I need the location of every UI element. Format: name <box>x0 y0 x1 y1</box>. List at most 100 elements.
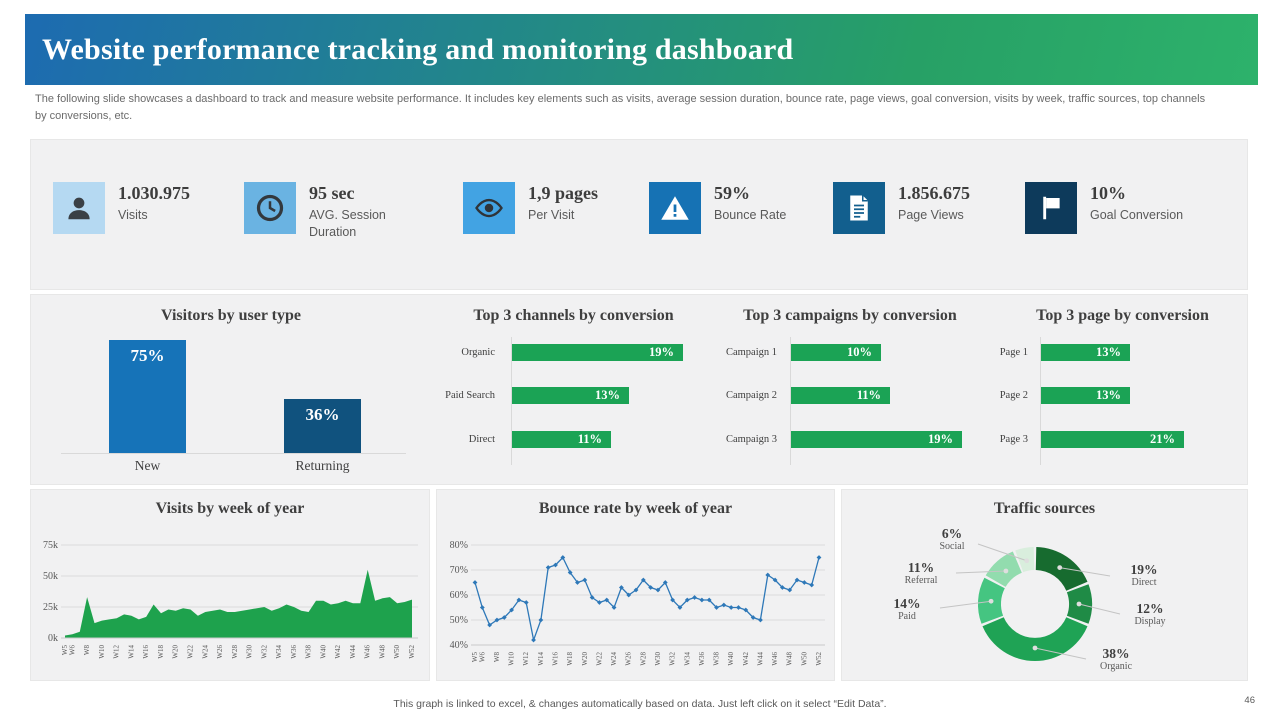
x-tick-label: W22 <box>595 652 603 666</box>
column-bar-new[interactable]: 75% <box>109 340 186 453</box>
kpi-item-visits[interactable]: 1.030.975 Visits <box>53 182 190 234</box>
x-tick-label: W34 <box>683 652 691 666</box>
chart-title: Top 3 page by conversion <box>1036 307 1209 324</box>
x-tick-label: W18 <box>566 652 574 666</box>
kpi-text: 10% Goal Conversion <box>1090 182 1183 234</box>
bar-row: Page 1 13% <box>996 344 1249 361</box>
kpi-item-page-views[interactable]: 1.856.675 Page Views <box>833 182 970 234</box>
top-channels-chart[interactable]: Top 3 channels by conversion Organic 19% P… <box>431 295 716 486</box>
donut-slice-referral[interactable] <box>985 551 1022 587</box>
page-title: Website performance tracking and monitor… <box>42 32 794 66</box>
hbar-direct[interactable]: 11% <box>512 431 611 448</box>
x-tick-label: W10 <box>508 652 516 666</box>
x-tick-label: W48 <box>378 645 386 659</box>
category-label: Campaign 1 <box>725 347 777 358</box>
slice-value: 14% <box>893 596 921 611</box>
diamond-marker <box>728 605 734 610</box>
category-label: Page 2 <box>999 390 1028 401</box>
x-tick-label: W32 <box>260 645 268 659</box>
kpi-text: 1,9 pages Per Visit <box>528 182 598 234</box>
top-campaigns-chart[interactable]: Top 3 campaigns by conversion Campaign 1… <box>711 295 989 486</box>
diamond-marker <box>750 615 756 620</box>
top-pages-chart[interactable]: Top 3 page by conversion Page 1 13% Page 2… <box>996 295 1249 486</box>
diamond-marker <box>472 580 478 585</box>
kpi-item-per-visit[interactable]: 1,9 pages Per Visit <box>463 182 598 234</box>
diamond-marker <box>567 570 573 575</box>
bounce-line-plot: 40% 50% 60% 70% 80% W5 W6 W8 W10 W12 W14 W16 W18 W20 W… <box>450 540 825 666</box>
kpi-label: Visits <box>118 208 148 222</box>
x-tick-label: W20 <box>172 645 180 659</box>
x-tick-label: W46 <box>364 645 372 659</box>
hbar-paid-search[interactable]: 13% <box>512 387 629 404</box>
bounce-line-series[interactable] <box>474 556 820 643</box>
diamond-marker <box>670 597 676 603</box>
callout-dot <box>988 598 994 604</box>
user-icon <box>53 182 105 234</box>
x-tick-label: W12 <box>522 652 530 666</box>
axis-baseline <box>61 453 406 454</box>
document-icon <box>833 182 885 234</box>
diamond-marker <box>758 617 763 623</box>
flag-icon <box>1025 182 1077 234</box>
kpi-summary-panel: 1.030.975 Visits 95 sec AVG. Session Durati… <box>30 139 1248 290</box>
chart-title: Top 3 campaigns by conversion <box>743 307 957 324</box>
visitors-by-user-type-chart[interactable]: Visitors by user type 75% New 36% Returning <box>31 295 431 486</box>
slice-value: 12% <box>1136 601 1164 616</box>
kpi-text: 59% Bounce Rate <box>714 182 786 234</box>
hbar-campaign-1[interactable]: 10% <box>791 344 881 361</box>
hbar-page-3[interactable]: 21% <box>1041 431 1184 448</box>
chart-title: Bounce rate by week of year <box>538 500 733 517</box>
kpi-value: 1,9 pages <box>528 183 599 203</box>
visits-area-series[interactable] <box>65 569 412 638</box>
donut-callout-display: 12% Display <box>1102 601 1198 628</box>
bounce-rate-by-week-chart[interactable]: Bounce rate by week of year 40% 50% 60% 70%… <box>436 489 835 681</box>
diamond-marker <box>597 600 602 605</box>
diamond-marker <box>501 615 507 620</box>
axis-line <box>790 337 791 465</box>
y-tick-label: 50% <box>450 615 468 626</box>
x-tick-label: W38 <box>305 645 313 659</box>
column-bar-returning[interactable]: 36% <box>284 399 361 453</box>
hbar-campaign-3[interactable]: 19% <box>791 431 962 448</box>
kpi-item-goal-conversion[interactable]: 10% Goal Conversion <box>1025 182 1183 234</box>
hbar-organic[interactable]: 19% <box>512 344 683 361</box>
x-tick-label: W20 <box>581 652 589 666</box>
diamond-marker <box>692 595 697 600</box>
slice-value: 38% <box>1102 646 1130 661</box>
callout-dot <box>1032 645 1038 651</box>
category-label: New <box>134 458 161 473</box>
x-tick-label: W8 <box>493 652 501 663</box>
kpi-item-avg-session-duration[interactable]: 95 sec AVG. Session Duration <box>244 182 421 241</box>
callout-line <box>939 600 992 609</box>
x-tick-label: W28 <box>639 652 647 666</box>
x-tick-label: W28 <box>231 645 239 659</box>
slice-label: Direct <box>1131 577 1157 589</box>
kpi-item-bounce-rate[interactable]: 59% Bounce Rate <box>649 182 786 234</box>
traffic-sources-chart[interactable]: Traffic sources 19% Direct 12% Display 38% Or… <box>841 489 1248 681</box>
hbar-campaign-2[interactable]: 11% <box>791 387 890 404</box>
slice-value: 19% <box>1130 562 1158 577</box>
hbar-page-1[interactable]: 13% <box>1041 344 1130 361</box>
x-tick-label: W46 <box>771 652 779 666</box>
x-tick-label: W34 <box>275 645 283 659</box>
chart-title: Visitors by user type <box>161 307 301 324</box>
callout-line <box>1059 567 1111 577</box>
diamond-marker <box>582 577 588 583</box>
diamond-marker <box>721 602 727 608</box>
x-tick-label: W5 <box>471 652 479 663</box>
category-label: Paid Search <box>445 390 495 401</box>
diamond-marker <box>794 577 800 583</box>
diamond-marker <box>765 572 771 578</box>
x-tick-label: W18 <box>157 645 165 659</box>
slice-label: Referral <box>904 575 938 587</box>
hbar-page-2[interactable]: 13% <box>1041 387 1130 404</box>
x-tick-label: W6 <box>68 645 76 656</box>
visits-by-week-chart[interactable]: Visits by week of year 0k 25k 50k 75k W5 W6 W8… <box>30 489 430 681</box>
diamond-marker <box>640 577 646 583</box>
diamond-marker <box>648 585 654 590</box>
diamond-marker <box>516 597 522 603</box>
x-tick-label: W26 <box>625 652 633 666</box>
donut-slice-organic[interactable] <box>982 617 1088 662</box>
y-tick-label: 25k <box>43 602 58 613</box>
donut-callout-direct: 19% Direct <box>1096 562 1192 589</box>
